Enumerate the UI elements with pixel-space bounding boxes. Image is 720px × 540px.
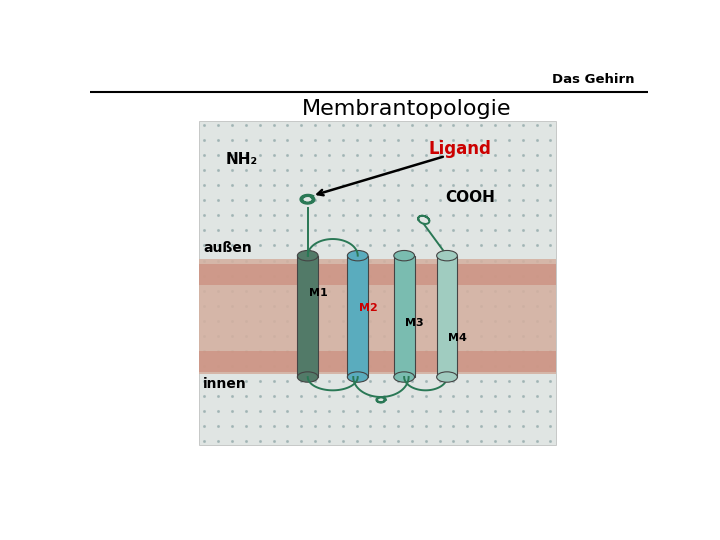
Ellipse shape: [347, 251, 368, 261]
Bar: [436, 255, 457, 377]
Text: M3: M3: [405, 318, 424, 328]
Text: Membrantopologie: Membrantopologie: [302, 99, 511, 119]
Bar: [199, 351, 556, 372]
Ellipse shape: [436, 372, 457, 382]
Text: Ligand: Ligand: [428, 139, 491, 158]
Text: innen: innen: [203, 377, 247, 392]
Ellipse shape: [347, 372, 368, 382]
Ellipse shape: [297, 372, 318, 382]
Bar: [199, 264, 556, 285]
Bar: [347, 255, 368, 377]
Ellipse shape: [436, 251, 457, 261]
Ellipse shape: [394, 251, 415, 261]
Ellipse shape: [297, 251, 318, 261]
Bar: [297, 255, 318, 377]
Text: Das Gehirn: Das Gehirn: [552, 73, 634, 86]
Bar: [394, 255, 415, 377]
Text: COOH: COOH: [445, 190, 495, 205]
Text: außen: außen: [203, 241, 252, 255]
Bar: [199, 121, 556, 446]
Ellipse shape: [394, 372, 415, 382]
Text: M4: M4: [448, 333, 467, 343]
Text: M1: M1: [309, 288, 328, 298]
Text: NH₂: NH₂: [225, 152, 258, 167]
Bar: [199, 259, 556, 374]
Text: M2: M2: [359, 303, 377, 313]
